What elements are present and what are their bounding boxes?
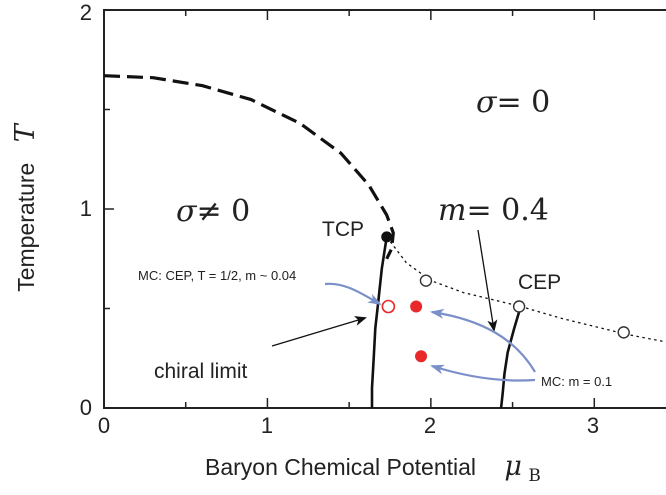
mc-filled-red-point <box>410 300 423 313</box>
y-axis-symbol: T <box>10 122 41 142</box>
x-axis-label-text: Baryon Chemical Potential <box>205 454 476 480</box>
x-tick-label: 3 <box>587 413 599 438</box>
mc-m-label: MC: m = 0.1 <box>541 374 612 389</box>
x-axis-label: Baryon Chemical Potential μ B <box>205 451 541 486</box>
mc-m-arrow-lower <box>430 364 536 382</box>
cep-label: CEP <box>518 271 561 294</box>
sigma-nonzero-label: σ≠ 0 <box>176 194 250 229</box>
y-axis-label-text: Temperature <box>13 163 39 292</box>
chiral-limit-arrow <box>271 316 367 347</box>
x-axis-subscript: B <box>528 466 541 486</box>
x-axis-symbol: μ <box>504 451 522 482</box>
y-tick-label: 2 <box>80 0 92 25</box>
mc-m-arrow-upper <box>430 308 536 373</box>
mc-filled-red-point <box>415 350 428 363</box>
data-points <box>381 231 630 363</box>
y-tick-label: 0 <box>80 395 92 420</box>
phase-boundary-line <box>370 236 388 408</box>
m-rest: = 0.4 <box>466 193 548 228</box>
axis-ticks <box>103 9 596 409</box>
cep-open-point <box>512 300 526 313</box>
phase-boundary-line <box>499 306 522 409</box>
cep-open-point <box>419 274 433 287</box>
sigma-nonzero-symbol: σ <box>176 194 198 229</box>
tcp-label: TCP <box>322 218 364 241</box>
phase-boundaries <box>103 74 666 409</box>
mc-cep-label: MC: CEP, T = 1/2, m ~ 0.04 <box>138 268 296 283</box>
cep-open-point <box>617 326 630 339</box>
x-tick-label: 1 <box>261 413 273 438</box>
mc-open-red-point <box>381 299 396 314</box>
first-order-dashed-line <box>103 74 395 260</box>
tcp-point <box>381 231 393 243</box>
y-axis-label: Temperature T <box>10 122 41 292</box>
m-label: m= 0.4 <box>438 193 549 228</box>
y-tick-label: 1 <box>80 196 92 221</box>
sigma-zero-rest: = 0 <box>496 85 550 120</box>
m-arrow <box>477 229 498 332</box>
chiral-limit-label: chiral limit <box>154 360 248 383</box>
x-tick-label: 0 <box>98 413 110 438</box>
mc-cep-arrow <box>324 282 382 305</box>
sigma-zero-label: σ= 0 <box>476 85 550 120</box>
x-tick-label: 2 <box>424 413 436 438</box>
sigma-zero-symbol: σ <box>476 85 498 120</box>
sigma-nonzero-rest: ≠ 0 <box>196 194 250 229</box>
m-symbol: m <box>438 193 466 228</box>
